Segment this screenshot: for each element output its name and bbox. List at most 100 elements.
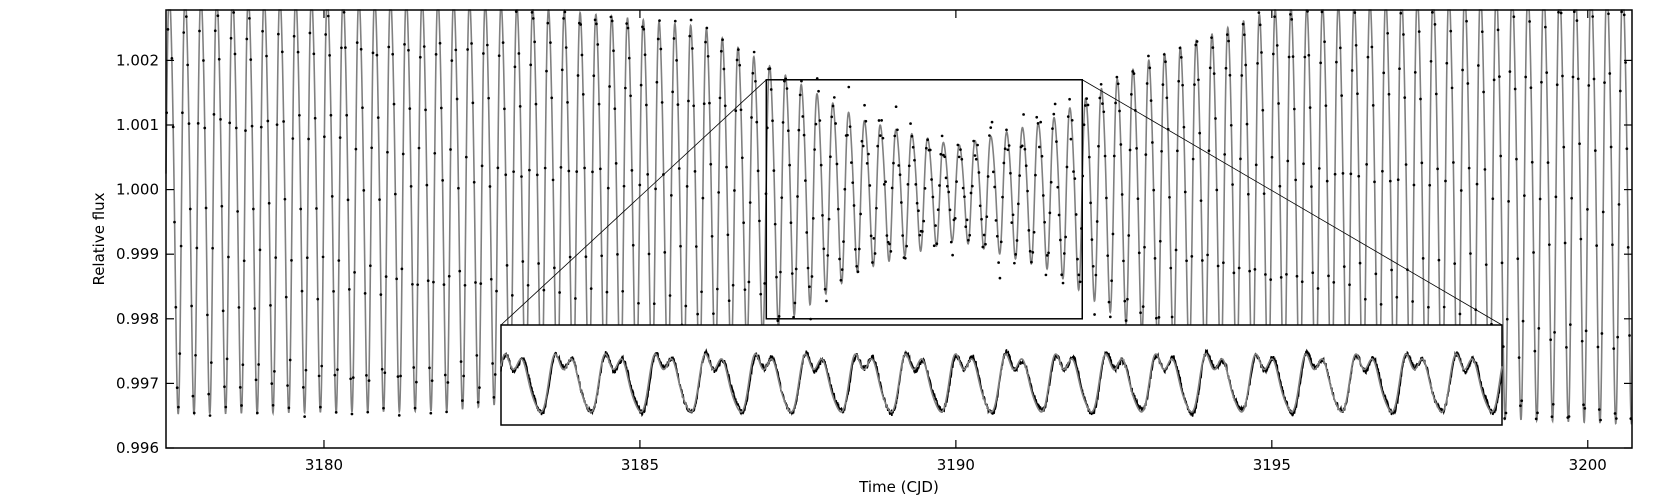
observed-point — [1106, 254, 1110, 258]
observed-point — [1348, 283, 1351, 287]
observed-point — [684, 304, 688, 308]
observed-point — [221, 309, 225, 313]
observed-point — [424, 108, 427, 112]
observed-point — [893, 134, 897, 138]
observed-point — [1529, 86, 1533, 90]
observed-point — [718, 96, 722, 100]
observed-point — [375, 53, 379, 57]
observed-point — [759, 292, 763, 296]
observed-point — [961, 186, 965, 190]
observed-point — [512, 170, 515, 174]
observed-point — [534, 102, 538, 106]
observed-point — [935, 242, 939, 246]
observed-point — [1225, 33, 1229, 36]
observed-point — [823, 287, 827, 291]
observed-point — [743, 288, 747, 292]
observed-point — [1429, 59, 1433, 63]
observed-point — [1123, 299, 1127, 303]
observed-point — [240, 404, 243, 407]
observed-point — [752, 50, 756, 54]
observed-point — [305, 256, 309, 260]
observed-point — [1601, 210, 1605, 214]
observed-point — [170, 56, 174, 60]
observed-point — [482, 52, 485, 55]
observed-point — [1073, 177, 1077, 180]
observed-point — [1302, 162, 1305, 166]
zoom-connector-right — [1082, 79, 1503, 326]
observed-point — [956, 143, 960, 147]
observed-point — [914, 183, 918, 186]
observed-point — [623, 86, 627, 90]
y-tick-label: 1.002 — [116, 51, 159, 69]
observed-point — [319, 405, 322, 409]
observed-point — [245, 37, 249, 41]
observed-point — [1224, 66, 1228, 70]
observed-point — [1538, 197, 1542, 201]
observed-point — [1223, 153, 1227, 156]
observed-point — [1300, 280, 1304, 284]
observed-point — [307, 137, 310, 141]
observed-point — [1041, 194, 1045, 197]
observed-point — [1102, 110, 1106, 114]
observed-point — [616, 253, 619, 256]
observed-point — [953, 217, 957, 220]
observed-point — [275, 123, 279, 127]
observed-point — [1533, 349, 1537, 353]
observed-point — [1269, 278, 1273, 281]
observed-point — [775, 275, 778, 279]
observed-point — [706, 54, 710, 58]
observed-point — [894, 105, 898, 109]
y-axis-label: Relative flux — [90, 192, 108, 285]
observed-point — [1005, 128, 1008, 132]
observed-point — [1246, 192, 1250, 196]
observed-point — [324, 33, 328, 36]
observed-point — [780, 196, 784, 200]
observed-point — [802, 133, 806, 137]
observed-point — [1580, 339, 1584, 343]
observed-point — [989, 126, 993, 129]
observed-point — [351, 376, 355, 379]
observed-point — [719, 49, 723, 53]
observed-point — [1295, 274, 1299, 278]
observed-point — [558, 291, 561, 294]
observed-point — [863, 103, 866, 107]
observed-point — [333, 373, 337, 377]
observed-point — [1183, 190, 1187, 194]
observed-point — [1060, 273, 1064, 277]
observed-point — [676, 103, 680, 106]
observed-point — [1398, 67, 1401, 71]
observed-point — [700, 290, 703, 294]
observed-point — [223, 385, 226, 389]
observed-point — [312, 52, 316, 56]
observed-point — [1006, 148, 1010, 152]
observed-point — [1137, 251, 1141, 255]
observed-point — [1387, 92, 1391, 96]
observed-point — [793, 301, 797, 305]
observed-point — [972, 139, 975, 143]
observed-point — [921, 230, 924, 233]
observed-point — [693, 170, 697, 173]
observed-point — [566, 101, 569, 104]
observed-point — [1064, 235, 1067, 239]
observed-point — [266, 119, 270, 123]
observed-point — [1575, 19, 1579, 22]
observed-point — [304, 368, 308, 372]
observed-point — [1248, 269, 1251, 273]
observed-point — [1068, 97, 1071, 101]
observed-point — [564, 46, 568, 49]
observed-point — [1611, 243, 1614, 247]
observed-point — [1449, 29, 1453, 33]
observed-point — [756, 169, 760, 173]
observed-point — [777, 315, 781, 318]
observed-point — [985, 215, 989, 219]
observed-point — [1292, 107, 1296, 111]
observed-point — [878, 134, 882, 137]
observed-point — [1072, 170, 1075, 173]
observed-point — [581, 92, 585, 96]
observed-point — [576, 74, 580, 77]
observed-point — [173, 220, 176, 224]
observed-point — [1402, 33, 1405, 36]
observed-point — [1324, 104, 1328, 108]
observed-point — [300, 289, 304, 293]
